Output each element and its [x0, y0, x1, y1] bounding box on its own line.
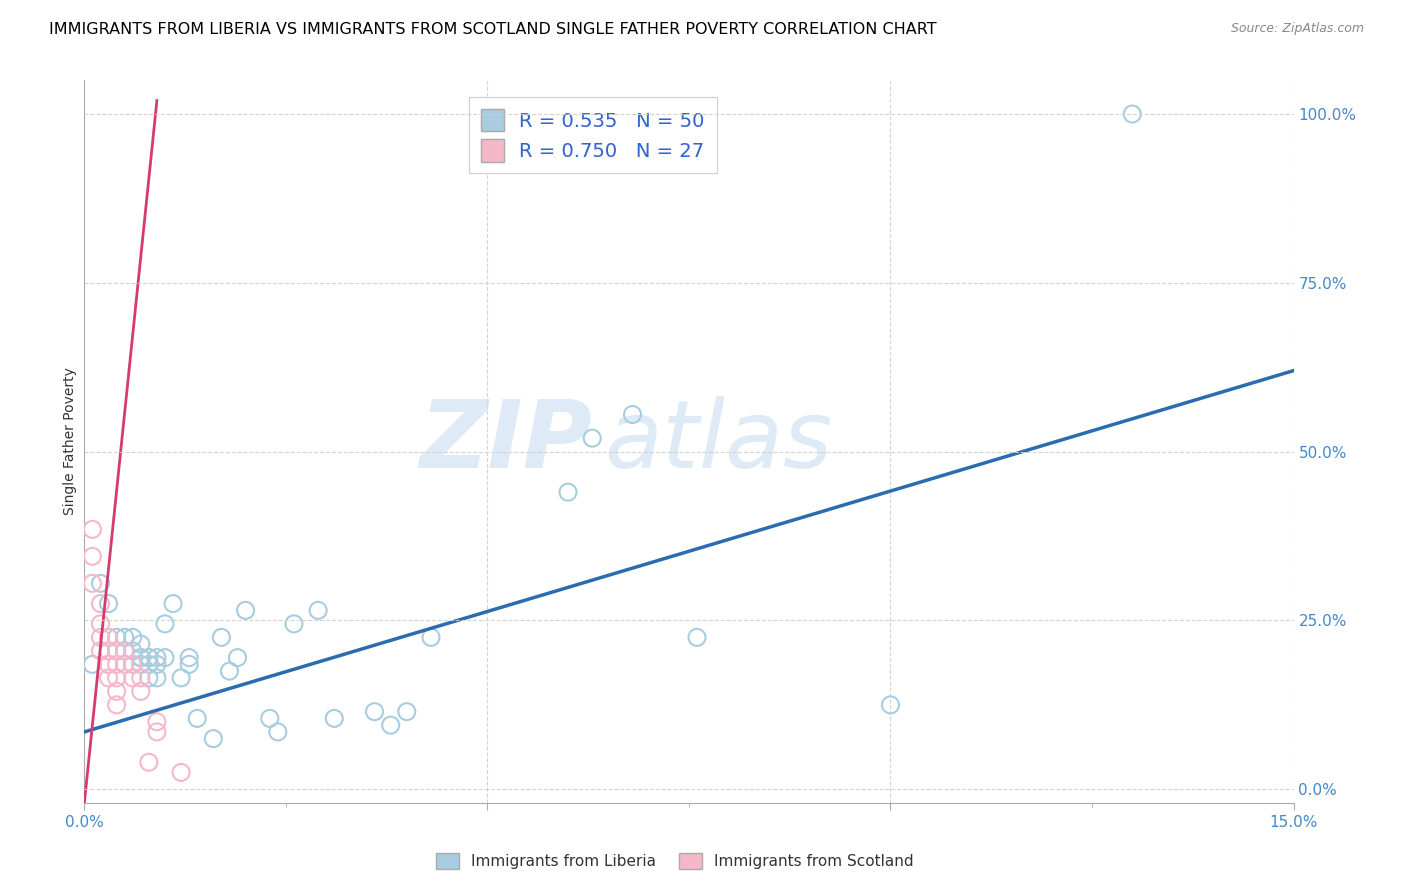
Point: [581, 431, 603, 445]
Text: atlas: atlas: [605, 396, 832, 487]
Point: [97, 657, 120, 672]
Point: [114, 657, 136, 672]
Point: [146, 725, 169, 739]
Point: [138, 671, 160, 685]
Point: [114, 644, 136, 658]
Point: [170, 671, 193, 685]
Y-axis label: Single Father Poverty: Single Father Poverty: [63, 368, 77, 516]
Point: [138, 657, 160, 672]
Point: [170, 765, 193, 780]
Point: [179, 657, 201, 672]
Legend: Immigrants from Liberia, Immigrants from Scotland: Immigrants from Liberia, Immigrants from…: [430, 847, 920, 875]
Text: ZIP: ZIP: [419, 395, 592, 488]
Point: [82, 576, 104, 591]
Text: Source: ZipAtlas.com: Source: ZipAtlas.com: [1230, 22, 1364, 36]
Point: [89, 597, 111, 611]
Point: [82, 657, 104, 672]
Point: [879, 698, 901, 712]
Point: [267, 725, 290, 739]
Point: [97, 631, 120, 645]
Point: [121, 644, 143, 658]
Point: [138, 650, 160, 665]
Point: [121, 671, 143, 685]
Point: [259, 711, 281, 725]
Legend: R = 0.535   N = 50, R = 0.750   N = 27: R = 0.535 N = 50, R = 0.750 N = 27: [470, 97, 717, 173]
Point: [218, 664, 240, 678]
Point: [114, 644, 136, 658]
Point: [97, 644, 120, 658]
Point: [146, 671, 169, 685]
Point: [97, 671, 120, 685]
Point: [129, 671, 152, 685]
Point: [138, 756, 160, 770]
Point: [420, 631, 443, 645]
Point: [146, 714, 169, 729]
Point: [105, 657, 128, 672]
Point: [105, 644, 128, 658]
Point: [209, 631, 232, 645]
Point: [114, 631, 136, 645]
Point: [202, 731, 225, 746]
Point: [97, 657, 120, 672]
Text: IMMIGRANTS FROM LIBERIA VS IMMIGRANTS FROM SCOTLAND SINGLE FATHER POVERTY CORREL: IMMIGRANTS FROM LIBERIA VS IMMIGRANTS FR…: [49, 22, 936, 37]
Point: [226, 650, 249, 665]
Point: [395, 705, 418, 719]
Point: [146, 650, 169, 665]
Point: [105, 698, 128, 712]
Point: [105, 644, 128, 658]
Point: [621, 408, 644, 422]
Point: [105, 684, 128, 698]
Point: [363, 705, 385, 719]
Point: [89, 616, 111, 631]
Point: [114, 657, 136, 672]
Point: [97, 631, 120, 645]
Point: [179, 650, 201, 665]
Point: [82, 549, 104, 564]
Point: [235, 603, 257, 617]
Point: [89, 576, 111, 591]
Point: [105, 631, 128, 645]
Point: [89, 631, 111, 645]
Point: [129, 650, 152, 665]
Point: [97, 597, 120, 611]
Point: [1121, 107, 1143, 121]
Point: [121, 631, 143, 645]
Point: [307, 603, 329, 617]
Point: [283, 616, 305, 631]
Point: [89, 644, 111, 658]
Point: [129, 657, 152, 672]
Point: [146, 657, 169, 672]
Point: [323, 711, 346, 725]
Point: [129, 650, 152, 665]
Point: [186, 711, 208, 725]
Point: [121, 657, 143, 672]
Point: [153, 650, 176, 665]
Point: [380, 718, 402, 732]
Point: [162, 597, 184, 611]
Point: [82, 522, 104, 536]
Point: [153, 616, 176, 631]
Point: [105, 671, 128, 685]
Point: [121, 657, 143, 672]
Point: [557, 485, 579, 500]
Point: [129, 637, 152, 651]
Point: [129, 684, 152, 698]
Point: [686, 631, 709, 645]
Point: [138, 650, 160, 665]
